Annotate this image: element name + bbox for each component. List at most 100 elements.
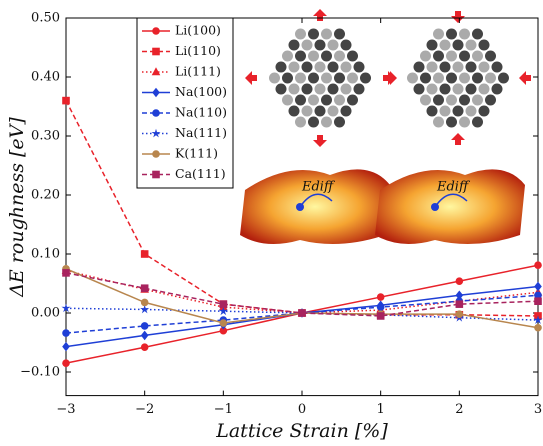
atom	[459, 28, 470, 40]
marker	[62, 96, 70, 105]
legend: Li(100) Li(110) Li(111) Na(100) Na(110) Na(11…	[136, 17, 234, 189]
atom	[459, 72, 470, 84]
atom	[353, 83, 365, 95]
atom	[282, 94, 293, 106]
marker	[62, 359, 70, 367]
atom	[308, 28, 319, 40]
atom	[288, 61, 300, 73]
atom	[407, 72, 418, 84]
atom	[426, 39, 438, 51]
x-tick-label: 0	[298, 402, 306, 417]
atom	[321, 116, 332, 128]
atom	[420, 94, 431, 106]
atom	[452, 39, 464, 51]
atom	[459, 116, 470, 128]
marker	[533, 315, 543, 324]
legend-label: Li(111)	[175, 64, 221, 79]
energy-surface	[375, 169, 525, 244]
atom	[301, 105, 313, 117]
atom	[282, 72, 293, 84]
marker	[376, 293, 385, 301]
marker	[152, 87, 160, 98]
atom	[327, 61, 339, 73]
atom	[491, 61, 503, 73]
atom	[426, 61, 438, 73]
atom	[301, 39, 313, 51]
legend-label: Li(100)	[175, 23, 221, 38]
legend-label: Li(110)	[175, 43, 221, 58]
atom	[269, 72, 280, 84]
marker	[140, 304, 150, 314]
atom	[478, 39, 490, 51]
atom	[446, 116, 457, 128]
energy-surface	[240, 169, 390, 244]
marker	[62, 269, 70, 277]
atom	[485, 72, 496, 84]
atom	[295, 116, 306, 128]
marker	[455, 290, 464, 301]
x-tick-label: −3	[56, 402, 75, 417]
arrow	[313, 135, 327, 147]
inset-illustration: Ediff Ediff	[240, 9, 531, 244]
atom	[413, 61, 425, 73]
atom	[340, 39, 352, 51]
marker	[152, 109, 160, 117]
inset-label: Ediff	[436, 180, 471, 195]
atom	[327, 39, 339, 51]
atom	[288, 83, 300, 95]
marker	[152, 150, 160, 158]
marker	[298, 309, 306, 317]
marker	[376, 303, 385, 311]
atom	[340, 105, 352, 117]
marker	[219, 319, 228, 327]
atom	[295, 94, 306, 106]
atom	[301, 83, 313, 95]
y-tick-label: 0.40	[31, 70, 60, 85]
atom	[439, 83, 451, 95]
atom	[465, 39, 477, 51]
atom	[308, 116, 319, 128]
legend-label: Na(110)	[175, 105, 227, 120]
atom	[426, 83, 438, 95]
atom	[295, 50, 306, 62]
marker	[152, 47, 160, 56]
atom	[295, 28, 306, 40]
atom	[275, 83, 287, 95]
atom	[347, 94, 358, 106]
x-axis-title: Lattice Strain [%]	[215, 420, 388, 442]
atom	[465, 83, 477, 95]
atom	[472, 72, 483, 84]
marker	[62, 329, 70, 337]
atom	[288, 39, 300, 51]
atom	[334, 50, 345, 62]
y-tick-label: 0.50	[31, 11, 60, 26]
x-tick-label: −1	[214, 402, 233, 417]
atom	[308, 72, 319, 84]
atom	[485, 50, 496, 62]
atom	[314, 61, 326, 73]
y-tick-label: 0.20	[31, 188, 60, 203]
marker	[152, 27, 160, 35]
legend-box	[136, 17, 234, 189]
atom	[334, 28, 345, 40]
diffusion-path	[299, 193, 333, 208]
marker	[534, 297, 542, 305]
y-tick-label: 0.00	[31, 306, 60, 321]
x-tick-label: −2	[135, 402, 154, 417]
atom	[334, 116, 345, 128]
atom	[334, 94, 345, 106]
arrow	[385, 71, 397, 85]
atom	[321, 50, 332, 62]
diffusion-path	[434, 193, 468, 208]
atom	[446, 50, 457, 62]
atom	[420, 50, 431, 62]
x-tick-label: 1	[377, 402, 385, 417]
marker	[140, 343, 149, 352]
atom	[347, 72, 358, 84]
arrow	[519, 71, 531, 85]
arrow	[451, 11, 465, 23]
y-tick-label: 0.30	[31, 129, 60, 144]
atom	[347, 50, 358, 62]
atom	[314, 83, 326, 95]
x-tick-label: 2	[455, 402, 463, 417]
